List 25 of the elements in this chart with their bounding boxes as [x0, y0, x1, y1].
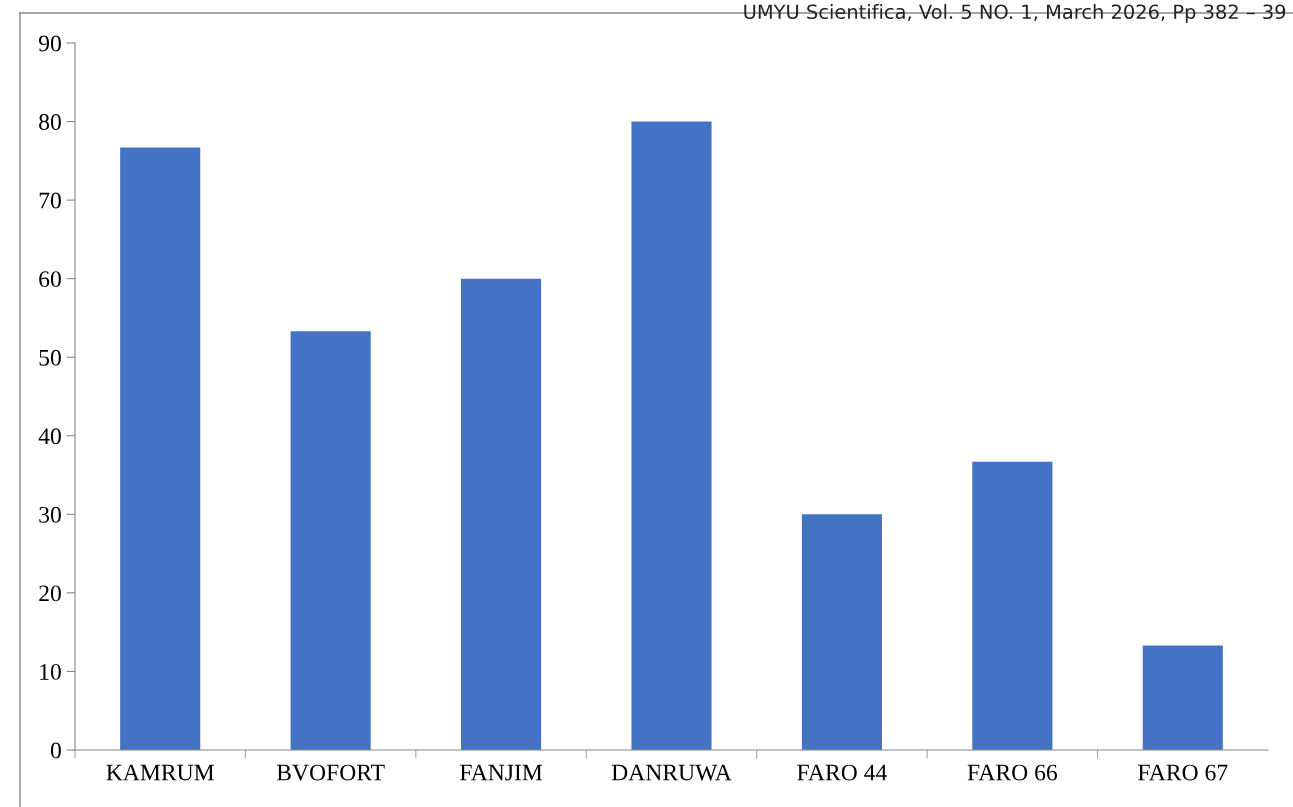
- x-tick-label: FANJIM: [459, 764, 543, 781]
- bar: [1142, 645, 1223, 750]
- x-tick-label: FARO 44: [797, 764, 887, 781]
- x-tick-label: DANRUWA: [611, 764, 732, 781]
- text: UMYU Scientifica, Vol. 5 NO. 1, March 2026, Pp 382 – 39: [744, 4, 1286, 23]
- bar: [461, 278, 542, 750]
- y-tick-label: 40: [38, 428, 61, 445]
- bar: [290, 331, 371, 750]
- y-tick-label: 90: [38, 35, 61, 52]
- y-tick-label: 80: [39, 114, 61, 130]
- bar: [972, 461, 1053, 750]
- x-tick-label: BVOFORT: [276, 764, 385, 781]
- y-tick-label: 0: [50, 742, 61, 759]
- y-tick-label: 70: [39, 192, 61, 209]
- y-tick-label: 20: [39, 585, 61, 602]
- x-tick-label: FARO 67: [1138, 764, 1228, 781]
- y-tick-label: 30: [39, 506, 61, 523]
- y-tick-label: 50: [39, 349, 61, 366]
- x-tick-label: KAMRUM: [106, 764, 214, 781]
- y-tick-label: 10: [40, 663, 61, 680]
- bar: [801, 514, 882, 750]
- y-tick-label: 60: [39, 271, 61, 288]
- x-tick-label: FARO 66: [967, 764, 1058, 781]
- bar: [631, 121, 712, 750]
- bar: [120, 147, 201, 750]
